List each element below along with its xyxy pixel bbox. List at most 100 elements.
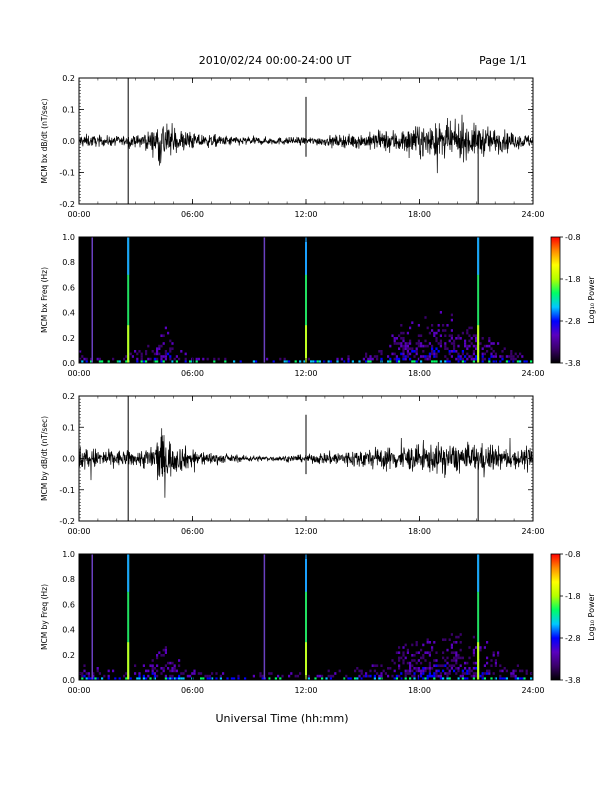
by-spectrogram-cell [468,656,471,660]
by-spectrogram-cell [151,672,154,675]
bx-spectrogram-cell [446,360,449,363]
bx-spectrogram-cell [417,334,420,337]
by-spectrogram-cell [398,667,401,670]
bx-spectrogram-cell [444,347,447,350]
bx-spectrogram-cell [195,357,198,361]
by-spectrogram-cell [486,656,489,660]
by-spectrogram-cell [413,667,416,670]
by-spectrogram-cell [226,677,229,680]
by-spectrogram-cell [481,677,484,680]
by-spectrogram-cell [175,677,178,680]
bx-spectrogram-cell [406,347,409,350]
bx-spectrogram-cell [136,360,139,363]
by-spectrogram-cell [261,677,264,680]
by-spectrogram-cell [435,669,438,673]
by-spectrogram-cell [398,674,401,678]
by-spectrogram-cell [151,669,154,673]
bx-spectrogram-cell [393,352,396,356]
bx-spectrogram-cell [468,344,471,348]
by-spectrogram-cell [490,677,493,680]
by-spectrogram-cell [398,651,401,654]
bx-spectrogram-cell [107,360,110,363]
by-spectrogram-cell [472,651,475,654]
by-spectrogram-cell [367,674,370,678]
bx-spectrogram-cell [431,347,434,350]
by-spectrogram-cell [457,677,460,680]
by-spectrogram-cell [178,659,181,662]
by-spectrogram-cell [321,674,324,678]
bx-spectrogram-cell [160,357,163,361]
by-spectrogram-cell [369,669,372,673]
by-spectrogram-cell [87,677,90,680]
by-spectrogram-cell [455,635,458,639]
bx-spectrogram-cell [492,350,495,353]
by-spectrogram-cell [428,661,431,665]
bx-waveform-ytick-label: -0.2 [59,200,75,209]
bx-waveform-ylabel: MCM bx dB/dt (nT/sec) [40,98,49,183]
by-spectrogram-cell [525,669,528,673]
bx-spectrogram-cell [481,355,484,358]
by-spectrogram-cell [435,659,438,662]
by-spectrogram-cell [455,672,458,675]
bx-spectrogram-cell [439,342,442,345]
by-spectrogram-cell [83,669,86,673]
by-spectrogram-ytick-label: 1.0 [62,550,75,559]
bx-spectrogram-cell [512,355,515,358]
by-spectrogram-cell [389,667,392,670]
bx-spectrogram-cell [376,355,379,358]
bx-spectrogram-cell [457,357,460,361]
bx-spectrogram-cell [145,350,148,353]
bx-spectrogram-cell [164,326,167,330]
bx-spectrogram-cell [450,337,453,340]
by-spectrogram-cell [428,654,431,657]
by-spectrogram-cell [455,654,458,657]
by-spectrogram-cell [160,667,163,670]
bx-spectrogram-cell [312,360,315,363]
bx-spectrogram-cell [85,357,88,361]
bx-spectrogram-cell [424,355,427,358]
by-spectrogram-cell [530,677,533,680]
bx-spectrogram-cell [453,350,456,353]
by-waveform-xtick-label: 06:00 [181,527,204,536]
bx-spectrogram-cell [417,339,420,343]
by-spectrogram-cell [393,677,396,680]
bx-spectrogram-cell [466,331,469,335]
bx-spectrogram-cell [490,355,493,358]
by-spectrogram-cell [307,674,310,678]
bx-spectrogram-cell [472,357,475,361]
bx-spectrogram-cell [116,360,119,363]
bx-spectrogram-cell [398,347,401,350]
by-spectrogram-cell [164,664,167,667]
by-spectrogram-cell [81,677,84,680]
bx-spectrogram-cell [488,337,491,340]
bx-spectrogram-cell [481,357,484,361]
bx-spectrogram-cell [450,334,453,337]
bx-spectrogram-cell [178,357,181,361]
bx-spectrogram-ytick-label: 0.8 [62,258,75,267]
bx-spectrogram-cell [112,357,115,361]
by-spectrogram-cell [439,674,442,678]
bx-spectrogram-cell [472,352,475,356]
by-spectrogram-cell [206,674,209,678]
bx-spectrogram-cell [475,357,478,361]
bx-spectrogram-ytick-label: 0.4 [62,309,75,318]
bx-spectrogram-cell [145,360,148,363]
by-spectrogram-cell [118,677,121,680]
bx-spectrogram-cell [402,352,405,356]
by-spectrogram-cell [446,674,449,678]
bx-spectrogram-cell [81,360,84,363]
bx-spectrogram-cell [402,350,405,353]
bx-spectrogram-cell [501,350,504,353]
bx-spectrogram-cell [415,347,418,350]
by-spectrogram-cell [512,674,515,678]
by-spectrogram-cell [479,646,482,649]
by-spectrogram-cell [112,669,115,673]
bx-spectrogram-cell [435,337,438,340]
bx-spectrogram-cell [288,360,291,363]
bx-spectrogram-cell [422,350,425,353]
by-spectrogram-cell [428,664,431,667]
by-spectrogram-cell [147,674,150,678]
by-spectrogram-cell [376,672,379,675]
by-spectrogram-cell [439,672,442,675]
by-spectrogram-cell [415,651,418,654]
